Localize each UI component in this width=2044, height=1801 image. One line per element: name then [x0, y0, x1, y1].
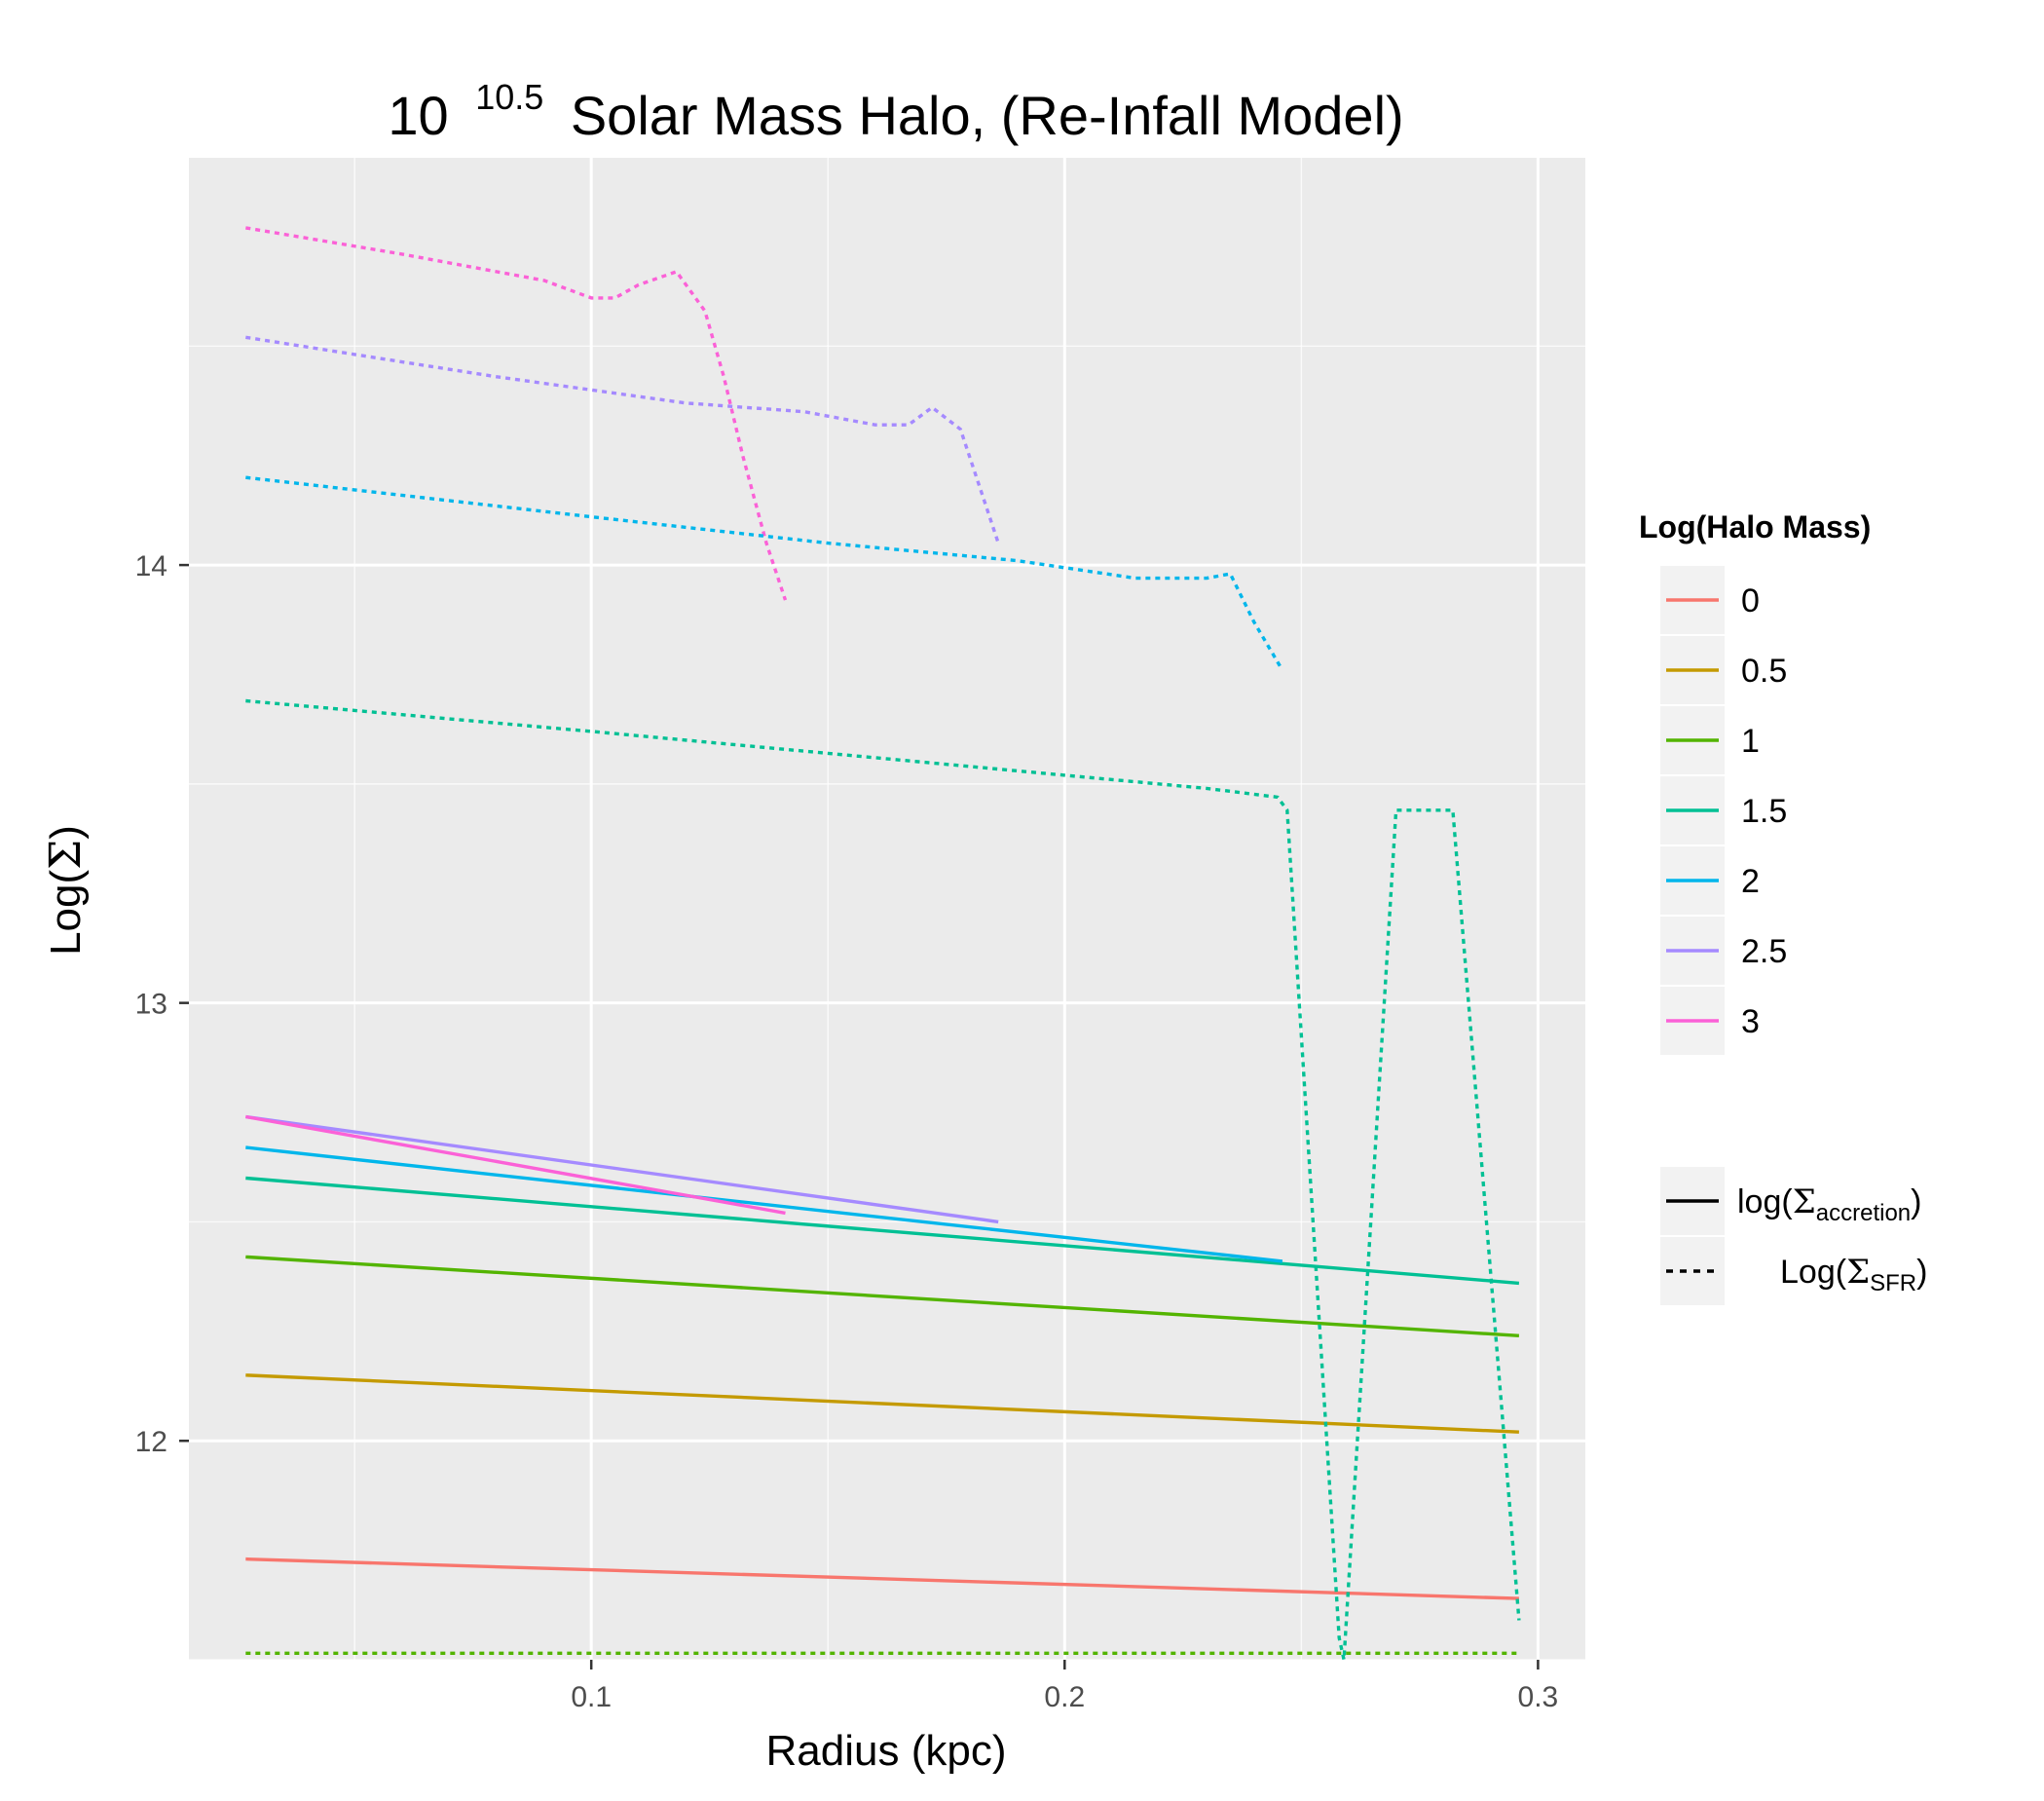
title-exponent: 10.5 — [475, 77, 543, 117]
series-line-solid-0 — [245, 1557, 1519, 1600]
y-axis-title-symbol: Σ — [41, 840, 91, 870]
major-grid — [189, 158, 1585, 1660]
tick-labels: 0.1 0.2 0.3 12 13 14 — [135, 550, 1559, 1713]
series-line-solid-1 — [245, 1255, 1520, 1337]
y-axis-title: Log(Σ) — [41, 825, 91, 956]
series-line-dashed-3 — [245, 226, 788, 601]
x-axis-title: Radius (kpc) — [766, 1727, 1007, 1775]
legend-label: 2 — [1741, 863, 1760, 900]
legend-label: 3 — [1741, 1003, 1760, 1040]
x-tick-label: 0.2 — [1044, 1681, 1085, 1713]
series-line-solid-3 — [245, 1114, 786, 1216]
title-rest: Solar Mass Halo, (Re-Infall Model) — [571, 85, 1404, 146]
legend-label: log(Σaccretion) — [1737, 1182, 1921, 1226]
series-line-solid-1_5 — [245, 1176, 1520, 1286]
y-tick-label: 14 — [135, 550, 167, 582]
legend: Log(Halo Mass) 0 0.5 1 1.5 2 2.5 3 log(Σaccret… — [1639, 509, 1927, 1307]
legend-linetype-entries: log(Σaccretion) Log(ΣSFR) — [1658, 1165, 1927, 1307]
legend-label: 1.5 — [1741, 793, 1787, 830]
y-tick-label: 13 — [135, 989, 167, 1021]
series-line-dashed-2_5 — [245, 335, 1000, 544]
series-layer — [245, 226, 1521, 1662]
y-axis-title-suffix: ) — [42, 825, 90, 840]
y-tick-label: 12 — [135, 1426, 167, 1458]
legend-color-entries: 0 0.5 1 1.5 2 2.5 3 — [1658, 564, 1787, 1057]
plot-panel — [189, 158, 1585, 1660]
axis-ticks — [179, 563, 1540, 1670]
legend-key-box — [1658, 1235, 1727, 1307]
minor-grid — [189, 158, 1585, 1661]
legend-label: 0.5 — [1741, 653, 1787, 690]
x-tick-label: 0.3 — [1518, 1681, 1559, 1713]
series-line-solid-0_5 — [245, 1373, 1519, 1434]
y-axis-title-prefix: Log( — [42, 870, 90, 956]
series-line-solid-2_5 — [245, 1114, 999, 1224]
series-line-dashed-1_5 — [245, 698, 1521, 1662]
title-base: 10 — [388, 85, 448, 146]
legend-label: 2.5 — [1741, 933, 1787, 970]
legend-label: Log(ΣSFR) — [1780, 1253, 1927, 1296]
series-line-solid-2 — [245, 1145, 1283, 1263]
legend-title: Log(Halo Mass) — [1639, 509, 1871, 544]
chart-title: 10 10.5 Solar Mass Halo, (Re-Infall Mode… — [388, 59, 1403, 146]
series-line-dashed-2 — [245, 475, 1284, 671]
legend-label: 1 — [1741, 723, 1760, 760]
legend-label: 0 — [1741, 582, 1760, 619]
x-tick-label: 0.1 — [571, 1681, 612, 1713]
